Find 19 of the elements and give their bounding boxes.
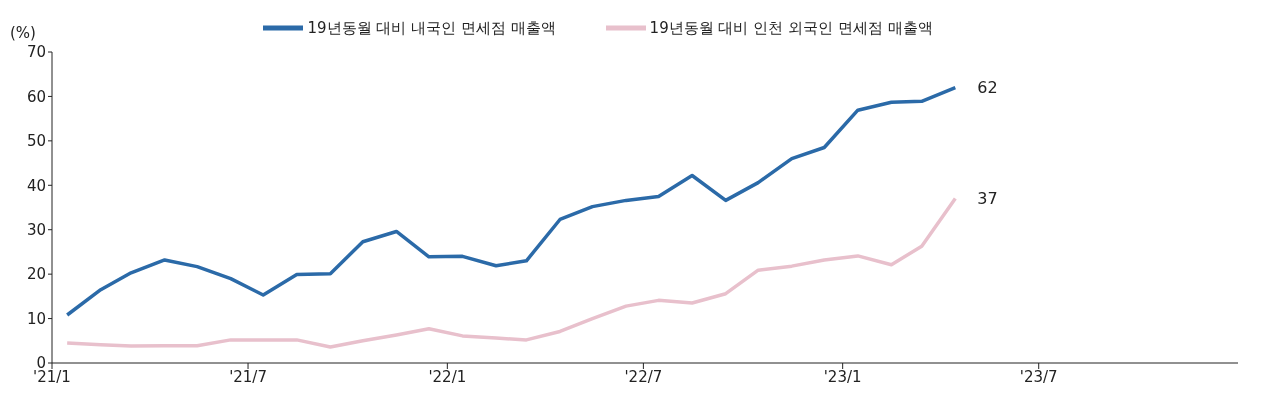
y-tick-label: 50 [26, 132, 46, 151]
legend-label: 19년동월 대비 내국인 면세점 매출액 [307, 18, 556, 37]
data-label: 62 [977, 77, 998, 97]
x-tick-label: '21/7 [229, 367, 267, 386]
x-tick-label: '22/7 [624, 367, 663, 386]
y-tick-label: 20 [26, 265, 46, 284]
x-tick-label: '23/7 [1019, 367, 1058, 386]
y-axis-title: (%) [10, 24, 36, 42]
line-series [65, 85, 958, 317]
y-tick-label: 10 [26, 309, 46, 328]
y-tick-label: 70 [26, 43, 46, 62]
legend-label: 19년동월 대비 인천 외국인 면세점 매출액 [649, 18, 933, 37]
y-tick-label: 60 [26, 87, 46, 106]
line-series [65, 196, 958, 349]
x-tick-label: '22/1 [428, 367, 467, 386]
x-tick-label: '23/1 [823, 367, 862, 386]
y-tick-label: 30 [26, 221, 46, 240]
y-tick-label: 40 [26, 176, 46, 195]
data-label: 37 [977, 188, 998, 208]
